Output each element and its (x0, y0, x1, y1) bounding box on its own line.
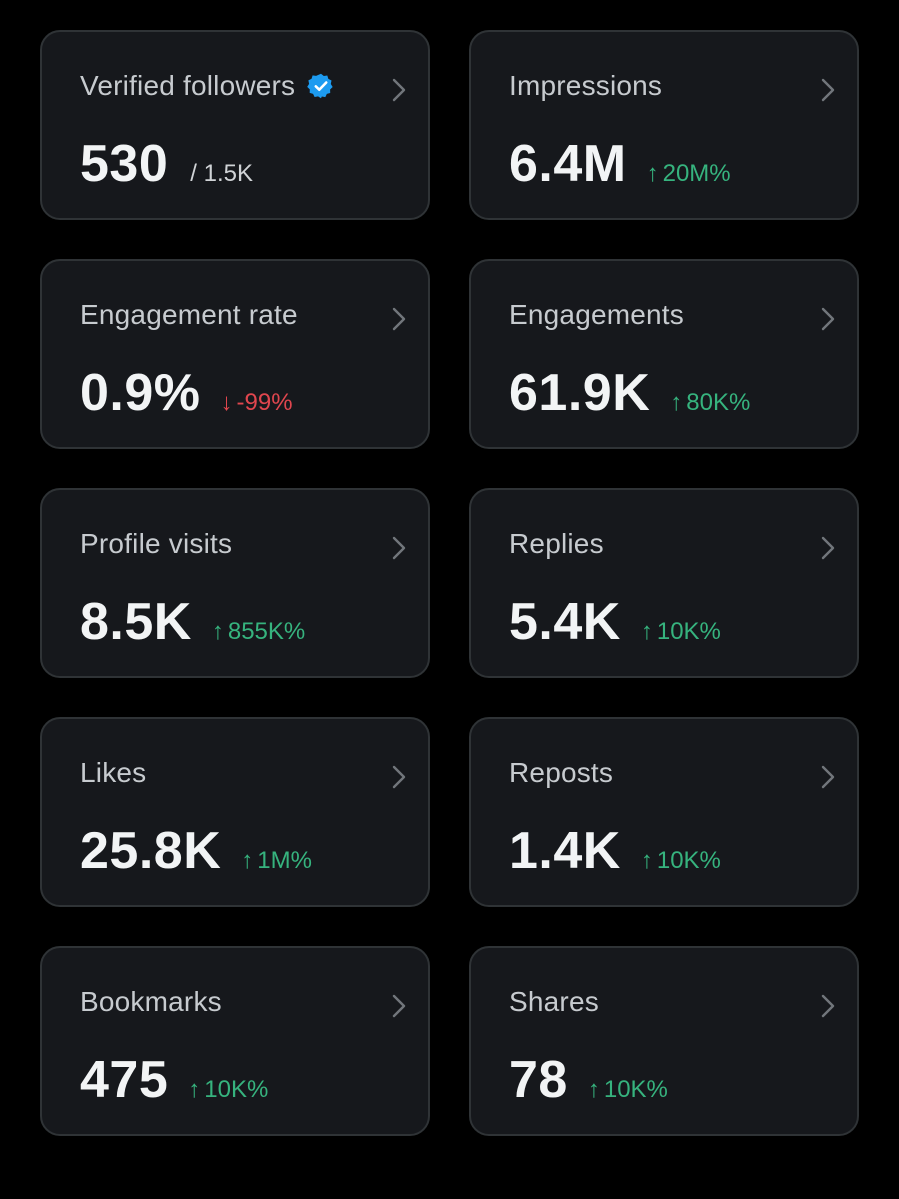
arrow-up-icon: ↑ (640, 847, 653, 874)
card-title: Shares (509, 986, 599, 1017)
value-row: 6.4M ↑ 20M% (509, 134, 731, 194)
card-engagement-rate[interactable]: Engagement rate 0.9% ↓ -99% (40, 259, 430, 449)
change-value: -99% (236, 389, 293, 416)
arrow-up-icon: ↑ (211, 618, 224, 645)
arrow-up-icon: ↑ (646, 160, 659, 187)
change-value: 20M% (662, 160, 731, 187)
chevron-right-icon (388, 763, 410, 791)
metric-change: ↑ 855K% (212, 618, 305, 646)
chevron-right-icon (817, 534, 839, 562)
card-title: Engagements (509, 299, 684, 330)
card-title: Reposts (509, 757, 614, 788)
chevron-right-icon (388, 534, 410, 562)
metric-change: ↑ 10K% (641, 618, 721, 646)
change-value: 855K% (227, 618, 306, 645)
metric-change: ↑ 10K% (641, 847, 721, 875)
change-value: 1M% (257, 847, 312, 874)
chevron-right-icon (388, 992, 410, 1020)
metric-change: ↑ 1M% (241, 847, 312, 875)
arrow-up-icon: ↑ (670, 389, 683, 416)
value-row: 25.8K ↑ 1M% (80, 821, 312, 881)
analytics-grid: Verified followers 530 / 1.5K Impression… (40, 30, 859, 1136)
change-value: 10K% (603, 1076, 668, 1103)
metric-change: ↑ 10K% (588, 1076, 668, 1104)
value-row: 0.9% ↓ -99% (80, 363, 293, 423)
card-title: Bookmarks (80, 986, 222, 1017)
arrow-up-icon: ↑ (640, 618, 653, 645)
metric-change: ↓ -99% (221, 389, 293, 417)
card-title: Impressions (509, 70, 663, 101)
arrow-up-icon: ↑ (188, 1076, 201, 1103)
card-title: Verified followers (80, 70, 296, 101)
metric-value: 1.4K (509, 822, 621, 880)
card-verified-followers[interactable]: Verified followers 530 / 1.5K (40, 30, 430, 220)
value-row: 61.9K ↑ 80K% (509, 363, 750, 423)
card-title: Likes (80, 757, 147, 788)
value-row: 5.4K ↑ 10K% (509, 592, 721, 652)
arrow-up-icon: ↑ (587, 1076, 600, 1103)
change-value: 80K% (686, 389, 751, 416)
chevron-right-icon (388, 76, 410, 104)
metric-change: ↑ 10K% (188, 1076, 268, 1104)
card-bookmarks[interactable]: Bookmarks 475 ↑ 10K% (40, 946, 430, 1136)
chevron-right-icon (817, 76, 839, 104)
metric-total: / 1.5K (190, 160, 253, 187)
card-impressions[interactable]: Impressions 6.4M ↑ 20M% (469, 30, 859, 220)
value-row: 8.5K ↑ 855K% (80, 592, 305, 652)
change-value: 10K% (656, 618, 721, 645)
chevron-right-icon (817, 763, 839, 791)
change-value: 10K% (204, 1076, 269, 1103)
card-shares[interactable]: Shares 78 ↑ 10K% (469, 946, 859, 1136)
metric-value: 25.8K (80, 822, 222, 880)
metric-value: 61.9K (509, 364, 651, 422)
card-replies[interactable]: Replies 5.4K ↑ 10K% (469, 488, 859, 678)
card-title: Profile visits (80, 528, 233, 559)
metric-change: ↑ 20M% (647, 160, 731, 188)
card-profile-visits[interactable]: Profile visits 8.5K ↑ 855K% (40, 488, 430, 678)
chevron-right-icon (817, 992, 839, 1020)
metric-value: 5.4K (509, 593, 621, 651)
metric-value: 78 (509, 1051, 568, 1109)
card-likes[interactable]: Likes 25.8K ↑ 1M% (40, 717, 430, 907)
value-row: 475 ↑ 10K% (80, 1050, 268, 1110)
chevron-right-icon (388, 305, 410, 333)
value-row: 78 ↑ 10K% (509, 1050, 668, 1110)
metric-value: 530 (80, 135, 169, 193)
metric-value: 6.4M (509, 135, 627, 193)
card-reposts[interactable]: Reposts 1.4K ↑ 10K% (469, 717, 859, 907)
chevron-right-icon (817, 305, 839, 333)
value-row: 530 / 1.5K (80, 134, 253, 194)
value-row: 1.4K ↑ 10K% (509, 821, 721, 881)
metric-value: 475 (80, 1051, 169, 1109)
verified-badge-icon (307, 72, 335, 100)
card-engagements[interactable]: Engagements 61.9K ↑ 80K% (469, 259, 859, 449)
arrow-down-icon: ↓ (220, 389, 233, 416)
card-title-wrap: Verified followers (80, 70, 335, 102)
card-title: Engagement rate (80, 299, 298, 330)
arrow-up-icon: ↑ (241, 847, 254, 874)
change-value: 10K% (656, 847, 721, 874)
metric-value: 0.9% (80, 364, 201, 422)
metric-change: ↑ 80K% (670, 389, 750, 417)
metric-value: 8.5K (80, 593, 192, 651)
card-title: Replies (509, 528, 604, 559)
